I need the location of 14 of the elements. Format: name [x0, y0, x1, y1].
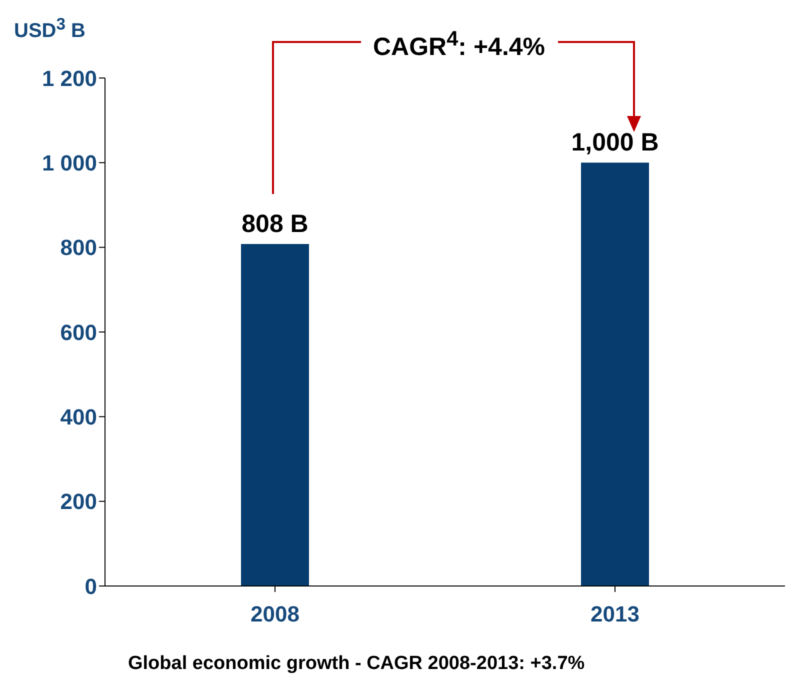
data-label: 1,000 B [571, 128, 659, 157]
y-axis-title: USD$^{3}$ B [14, 14, 86, 42]
text: CAGR$^{4}$: +4.4% [372, 28, 546, 62]
y-tick-label: 600 [60, 320, 97, 345]
y-tick-label: 1 000 [42, 150, 97, 176]
x-tick-label: 2008 [250, 602, 300, 627]
x-tick-label: 2013 [590, 602, 640, 627]
y-tick-label: 800 [60, 235, 97, 260]
y-tick-label: 0 [84, 574, 97, 599]
data-label: 808 B [242, 210, 308, 238]
text: Global economic growth - CAGR 2008-2013: +3.7% [128, 653, 585, 674]
y-tick-label: 1 200 [42, 66, 97, 91]
y-tick-label: 400 [60, 404, 97, 430]
y-tick-label: 200 [60, 489, 97, 514]
